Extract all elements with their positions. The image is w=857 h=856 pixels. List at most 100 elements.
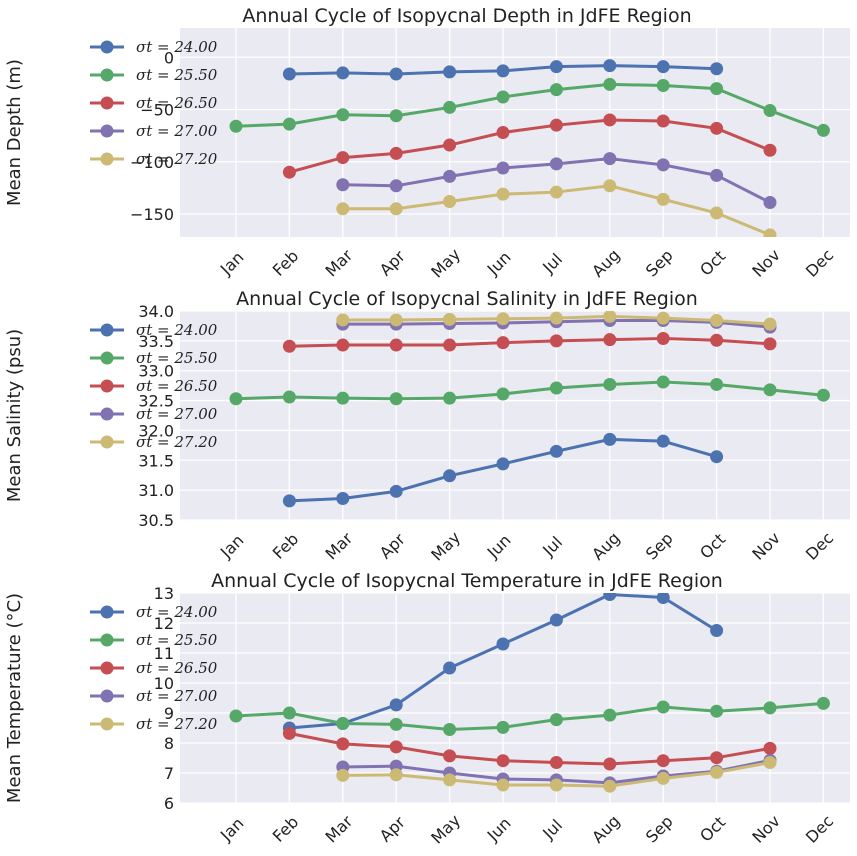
data-point [443, 338, 457, 352]
y-tick-label: 8 [164, 734, 174, 753]
data-point [496, 126, 510, 139]
data-point [763, 741, 777, 755]
series-line [235, 380, 824, 401]
data-point [496, 64, 510, 78]
data-point [763, 104, 777, 118]
series-line [235, 701, 824, 731]
data-point [603, 377, 617, 391]
data-point [710, 314, 724, 328]
y-tick-label: −150 [130, 205, 174, 224]
data-point [656, 434, 670, 448]
data-point [549, 157, 563, 171]
data-point [710, 751, 724, 765]
legend: σt = 24.00 σt = 25.50 σt = 26.50 σt = 27.00… [90, 321, 218, 451]
data-point [710, 62, 724, 76]
data-point [443, 65, 457, 79]
legend-label: σt = 25.50 [136, 631, 218, 649]
x-tick-label: Nov [748, 245, 784, 281]
data-point [603, 152, 617, 166]
legend: σt = 24.00 σt = 25.50 σt = 26.50 σt = 27.00… [90, 603, 218, 733]
x-tick-label: Aug [588, 811, 624, 847]
x-tick-label: Mar [322, 528, 357, 563]
legend-label: σt = 27.00 [136, 405, 218, 423]
data-point [229, 392, 243, 406]
x-tick-label: Oct [696, 530, 729, 563]
legend-marker [100, 323, 114, 337]
x-tick-label: Sep [642, 812, 677, 847]
y-tick-label: −100 [130, 153, 174, 172]
x-tick-label: Feb [269, 529, 302, 562]
x-tick-label: Sep [642, 246, 677, 281]
series-line [289, 336, 771, 348]
chart-2: 30.5 31.0 31.5 32.0 32.5 33.0 33.5 34.0 Jan Feb Ma… [4, 288, 850, 565]
x-tick-label: Jan [216, 531, 248, 563]
legend-marker [100, 96, 114, 110]
x-tick-label: Dec [802, 528, 837, 563]
x-tick-label: Jan [216, 814, 248, 846]
data-point [603, 432, 617, 446]
x-tick-label: Aug [588, 528, 624, 564]
legend-marker [100, 40, 114, 54]
x-tick-label: Jun [483, 248, 515, 280]
data-point [710, 450, 724, 464]
data-point [603, 311, 617, 323]
x-tick-label: Oct [696, 247, 729, 280]
data-point [443, 100, 457, 114]
data-point [443, 391, 457, 405]
data-point [389, 179, 403, 193]
data-point [603, 757, 617, 771]
data-point [496, 187, 510, 201]
series-line [289, 118, 771, 174]
data-point [389, 202, 403, 216]
data-point [282, 390, 296, 404]
data-point [389, 338, 403, 352]
legend-marker [100, 689, 114, 703]
data-point [496, 336, 510, 350]
data-point [656, 375, 670, 389]
data-point [443, 749, 457, 763]
data-point [710, 704, 724, 718]
x-tick-label: May [427, 528, 464, 565]
data-point [763, 196, 777, 210]
series-3 [282, 331, 777, 353]
legend-marker [100, 124, 114, 138]
legend-marker [100, 407, 114, 421]
legend-marker [100, 351, 114, 365]
data-point [549, 613, 563, 627]
y-tick-label: 33.0 [138, 362, 174, 381]
data-point [389, 698, 403, 712]
legend-marker [100, 633, 114, 647]
data-point [282, 117, 296, 131]
x-tick-label: May [427, 811, 464, 848]
y-tick-label: 12 [154, 614, 174, 633]
data-point [603, 593, 617, 601]
series-3 [282, 726, 777, 771]
data-point [443, 469, 457, 483]
y-tick-label: 13 [154, 584, 174, 603]
data-point [282, 726, 296, 740]
y-axis-label: Mean Salinity (psu) [4, 329, 25, 502]
data-point [549, 778, 563, 792]
y-tick-label: 34.0 [138, 302, 174, 321]
legend-label: σt = 27.00 [136, 122, 218, 140]
x-tick-label: Sep [642, 529, 677, 564]
data-point [710, 121, 724, 135]
data-point [710, 206, 724, 220]
legend-label: σt = 25.50 [136, 349, 218, 367]
series-2 [229, 77, 830, 137]
data-point [549, 381, 563, 395]
data-point [282, 67, 296, 81]
plot-area [180, 593, 850, 803]
data-point [549, 83, 563, 97]
legend-label: σt = 26.50 [136, 659, 218, 677]
data-point [710, 765, 724, 779]
y-tick-label: 32.5 [138, 392, 174, 411]
x-tick-label: Apr [376, 812, 409, 845]
series-5 [336, 756, 777, 793]
x-tick-label: Jul [538, 250, 566, 278]
y-axis-label: Mean Temperature (°C) [4, 593, 25, 803]
legend-marker [100, 435, 114, 449]
data-point [603, 179, 617, 193]
series-line [235, 82, 824, 132]
data-point [443, 312, 457, 326]
